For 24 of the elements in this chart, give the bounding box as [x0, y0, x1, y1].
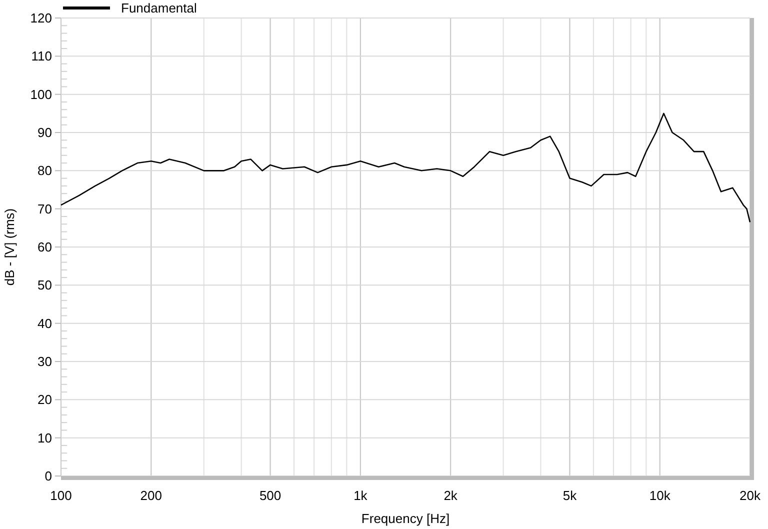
y-tick-label: 40 — [38, 316, 52, 331]
y-tick-label: 20 — [38, 392, 52, 408]
x-tick-label: 10k — [649, 488, 671, 503]
x-tick-label: 200 — [140, 488, 162, 503]
y-tick-label: 80 — [38, 163, 52, 178]
x-tick-label: 2k — [444, 488, 458, 503]
x-tick-label: 5k — [562, 488, 578, 503]
legend-label: Fundamental — [121, 0, 197, 16]
x-tick-label: 20k — [740, 488, 761, 503]
y-tick-label: 0 — [44, 468, 52, 484]
x-tick-label: 100 — [50, 488, 72, 503]
y-tick-label: 10 — [38, 430, 52, 446]
y-tick-label: 70 — [38, 201, 52, 216]
y-tick-label: 100 — [30, 86, 52, 102]
y-tick-label: 90 — [38, 125, 52, 140]
x-tick-label: 500 — [259, 488, 282, 503]
y-tick-label: 50 — [38, 278, 52, 293]
x-tick-label: 1k — [354, 488, 368, 503]
y-axis-title: dB - [V] (rms) — [2, 208, 17, 286]
y-tick-label: 110 — [31, 48, 52, 64]
y-tick-label: 60 — [38, 240, 52, 255]
y-tick-label: 120 — [30, 10, 52, 26]
x-axis-title: Frequency [Hz] — [361, 511, 450, 526]
y-tick-label: 30 — [38, 354, 52, 370]
